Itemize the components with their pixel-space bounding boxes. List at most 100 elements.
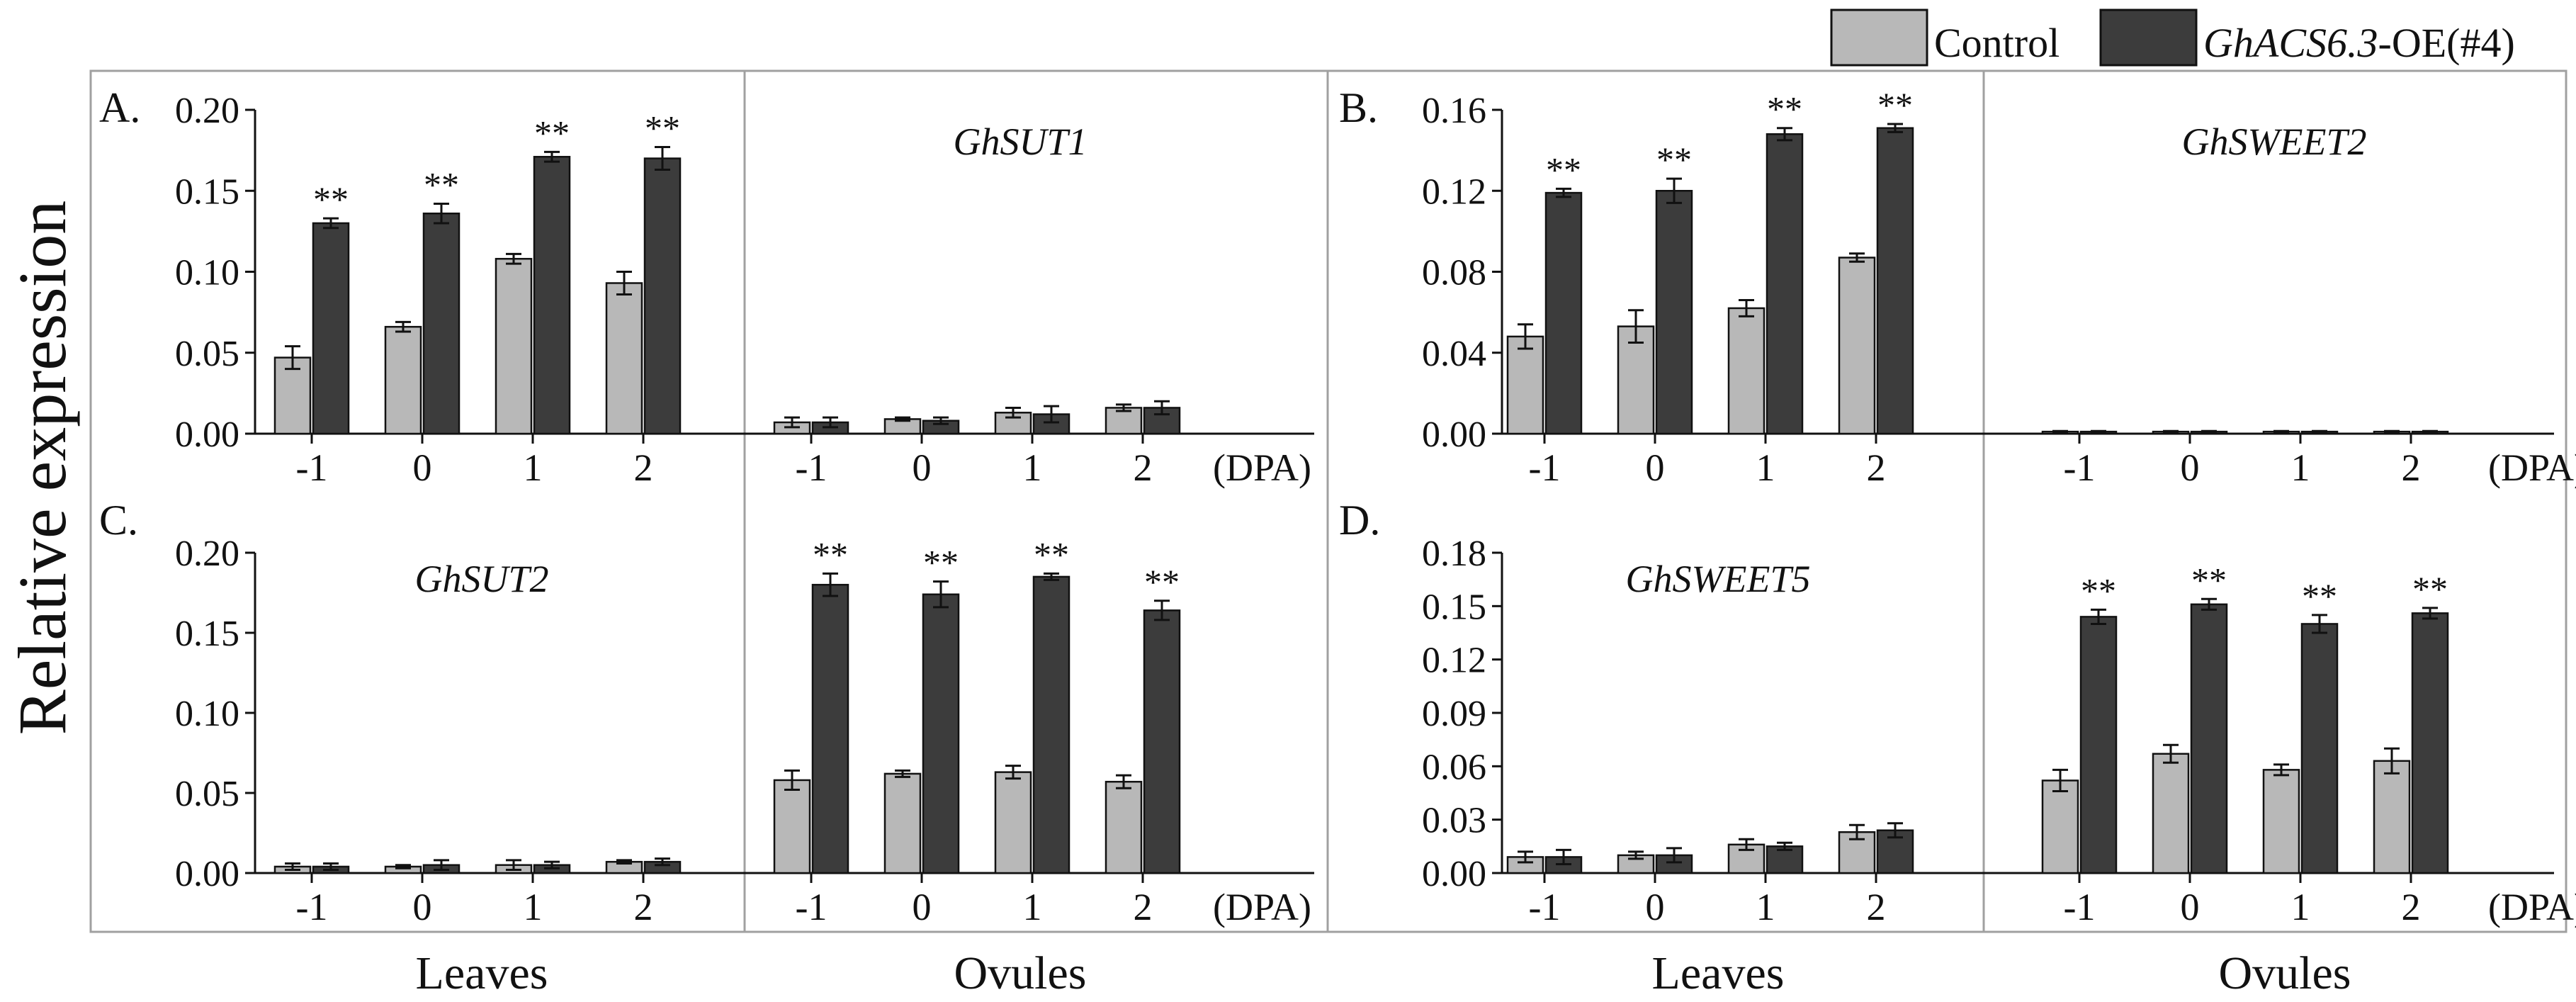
significance-marker: ** [1877, 85, 1913, 125]
x-tick-label: -1 [1529, 446, 1561, 489]
bar-ovules-oe [2079, 616, 2118, 874]
y-tick-label: 0.08 [1422, 253, 1486, 293]
x-tick-label: 0 [913, 886, 932, 928]
y-tick-label: 0.03 [1422, 801, 1486, 841]
bar-leaves-oe [643, 157, 682, 435]
panel-label: C. [99, 497, 138, 544]
y-tick-label: 0.10 [175, 253, 239, 293]
bar-ovules-control [994, 771, 1032, 874]
y-tick-label: 0.15 [175, 614, 239, 654]
x-tick-label: 1 [524, 446, 543, 489]
y-tick-label: 0.16 [1422, 91, 1486, 131]
bar-ovules-control [2041, 779, 2079, 874]
panel-label: A. [99, 84, 140, 131]
y-tick-label: 0.15 [175, 171, 239, 212]
y-tick-label: 0.00 [1422, 854, 1486, 894]
legend-label-control: Control [1934, 20, 2060, 66]
bar-ovules-control [2373, 760, 2411, 874]
bar-ovules-oe [922, 593, 960, 874]
x-unit-label: (DPA) [2488, 446, 2576, 489]
bar-leaves-control [1727, 307, 1766, 435]
gene-label-ovules: GhSWEET2 [2182, 120, 2367, 163]
bar-leaves-control [384, 325, 422, 435]
y-tick-label: 0.10 [175, 694, 239, 734]
bar-ovules-oe [1032, 575, 1070, 874]
x-tick-label: 0 [2181, 886, 2200, 928]
gene-label-leaves: GhSUT2 [414, 558, 548, 600]
bar-ovules-control [1105, 780, 1143, 874]
x-tick-label: -1 [796, 446, 827, 489]
bar-leaves-oe [1876, 127, 1914, 435]
panel-a: A. 0.20 0.15 0.10 0.05 0.00 GhSUT1 -1 ** 0 ** 1 ** 2 *… [99, 84, 1314, 489]
significance-marker: ** [424, 165, 459, 205]
y-tick-label: 0.05 [175, 774, 239, 814]
panel-label: B. [1339, 84, 1378, 131]
bar-leaves-oe [422, 212, 461, 435]
y-tick-label: 0.00 [175, 854, 239, 894]
bar-ovules-oe [2300, 623, 2339, 874]
significance-marker: ** [1546, 150, 1581, 189]
x-tick-label: 2 [2402, 886, 2421, 928]
x-tick-label: 2 [1867, 446, 1886, 489]
significance-marker: ** [1034, 534, 1069, 574]
x-unit-label: (DPA) [1213, 446, 1311, 489]
significance-marker: ** [923, 543, 959, 582]
significance-marker: ** [313, 179, 349, 219]
bar-ovules-control [773, 779, 811, 874]
bar-ovules-oe [1143, 609, 1181, 874]
significance-marker: ** [813, 534, 848, 574]
bar-ovules-control [883, 772, 922, 874]
legend-label-oe-gene: GhACS6.3 [2203, 20, 2378, 66]
x-tick-label: 2 [1867, 886, 1886, 928]
bar-ovules-oe [811, 583, 849, 874]
x-tick-label: 0 [1646, 446, 1665, 489]
panel-d: D. 0.18 0.15 0.12 0.09 0.06 0.03 0.00 GhSWEET5 -1… [1339, 497, 2576, 928]
bar-leaves-oe [533, 156, 571, 435]
x-tick-label: 1 [524, 886, 543, 928]
x-tick-label: -1 [296, 886, 328, 928]
significance-marker: ** [645, 108, 680, 148]
x-tick-label: 2 [1134, 886, 1153, 928]
panel-b: B. 0.16 0.12 0.08 0.04 0.00 GhSWEET2 -1 ** 0 ** 1 **… [1339, 84, 2576, 489]
y-tick-label: 0.09 [1422, 694, 1486, 734]
significance-marker: ** [1656, 140, 1692, 179]
x-tick-label: -1 [1529, 886, 1561, 928]
legend: Control GhACS6.3-OE(#4) [1830, 9, 2515, 67]
panel-frame-right [1326, 69, 2567, 933]
bar-leaves-oe [1655, 190, 1693, 435]
panel-c: C. 0.20 0.15 0.10 0.05 0.00 GhSUT2 -1 0 1 2 -1 ** 0 **… [99, 497, 1314, 928]
x-tick-label: -1 [2064, 886, 2096, 928]
y-tick-label: 0.04 [1422, 334, 1486, 374]
x-tick-label: 0 [413, 446, 432, 489]
bar-leaves-oe [312, 222, 350, 435]
y-tick-label: 0.18 [1422, 534, 1486, 574]
x-tick-label: 1 [1023, 446, 1042, 489]
significance-marker: ** [1767, 89, 1802, 129]
bar-leaves-oe [1544, 191, 1583, 435]
y-tick-label: 0.20 [175, 91, 239, 131]
x-unit-label: (DPA) [1213, 886, 1311, 928]
x-tick-label: -1 [2064, 446, 2096, 489]
significance-marker: ** [534, 113, 570, 152]
x-tick-label: 1 [1023, 886, 1042, 928]
x-tick-label: 0 [2181, 446, 2200, 489]
x-tick-label: 0 [1646, 886, 1665, 928]
bar-leaves-control [605, 282, 643, 435]
tissue-label-leaves-right: Leaves [1652, 947, 1785, 999]
y-tick-label: 0.00 [175, 415, 239, 455]
bar-ovules-control [2152, 753, 2190, 874]
bar-leaves-control [1506, 335, 1544, 435]
y-tick-label: 0.05 [175, 334, 239, 374]
y-tick-label: 0.00 [1422, 415, 1486, 455]
x-tick-label: 2 [2402, 446, 2421, 489]
y-tick-label: 0.15 [1422, 587, 1486, 627]
legend-label-oe: GhACS6.3-OE(#4) [2203, 20, 2515, 66]
legend-label-oe-suffix: -OE(#4) [2378, 20, 2515, 66]
y-tick-label: 0.06 [1422, 747, 1486, 787]
x-tick-label: -1 [796, 886, 827, 928]
bar-leaves-control [1617, 325, 1655, 435]
x-tick-label: 1 [1756, 886, 1775, 928]
bar-leaves-control [1838, 257, 1876, 435]
x-tick-label: 1 [2291, 886, 2310, 928]
